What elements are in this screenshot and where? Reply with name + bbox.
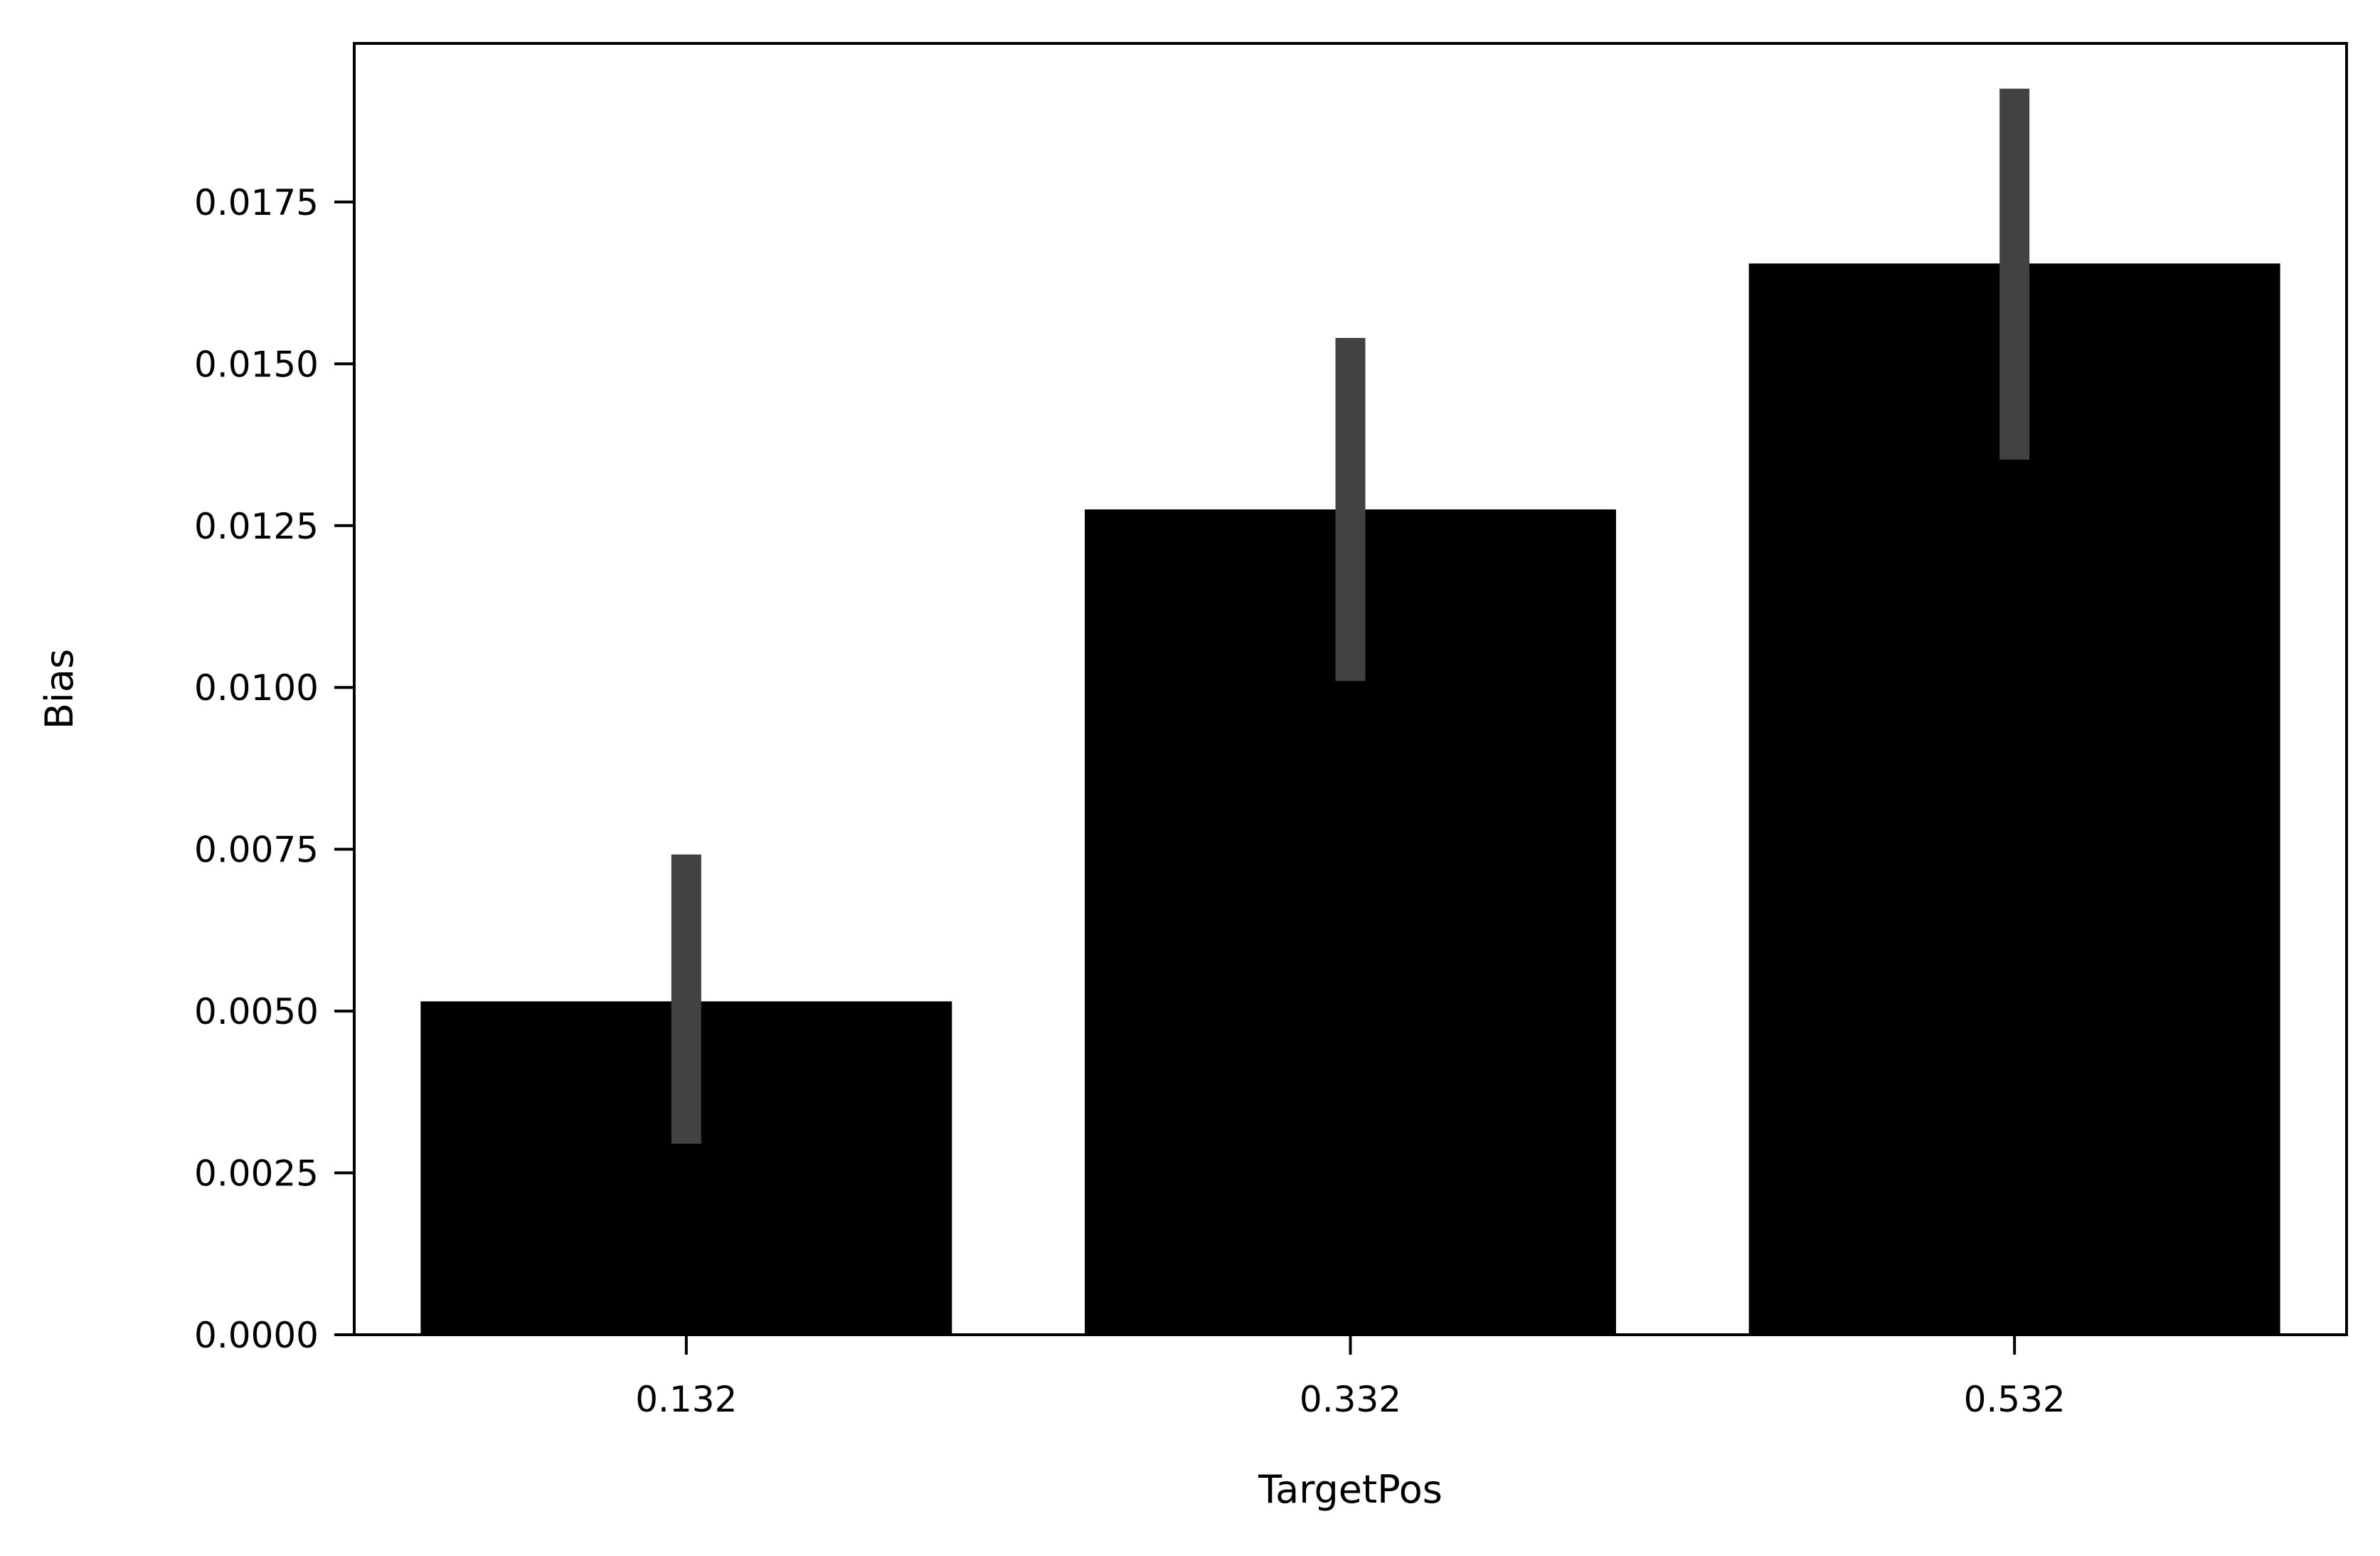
y-tick-label-5: 0.0125 [194,506,319,547]
y-axis-ticks: 0.0000 0.0025 0.0050 0.0075 0.0100 0.0125 0.01… [194,182,354,1356]
x-tick-label-0: 0.132 [635,1379,737,1420]
x-tick-label-2: 0.532 [1964,1379,2066,1420]
error-bars-layer [671,88,2030,1144]
y-tick-label-1: 0.0025 [194,1153,319,1195]
y-tick-label-0: 0.0000 [194,1315,319,1356]
y-tick-label-4: 0.0100 [194,667,319,709]
y-tick-label-3: 0.0075 [194,830,319,871]
x-axis-label: TargetPos [1258,1467,1443,1512]
y-tick-label-6: 0.0150 [194,344,319,385]
y-axis-label: Bias [37,649,82,729]
y-tick-label-7: 0.0175 [194,182,319,223]
x-axis-ticks: 0.132 0.332 0.532 [635,1335,2066,1420]
y-tick-label-2: 0.0050 [194,991,319,1032]
x-tick-label-1: 0.332 [1300,1379,1401,1420]
